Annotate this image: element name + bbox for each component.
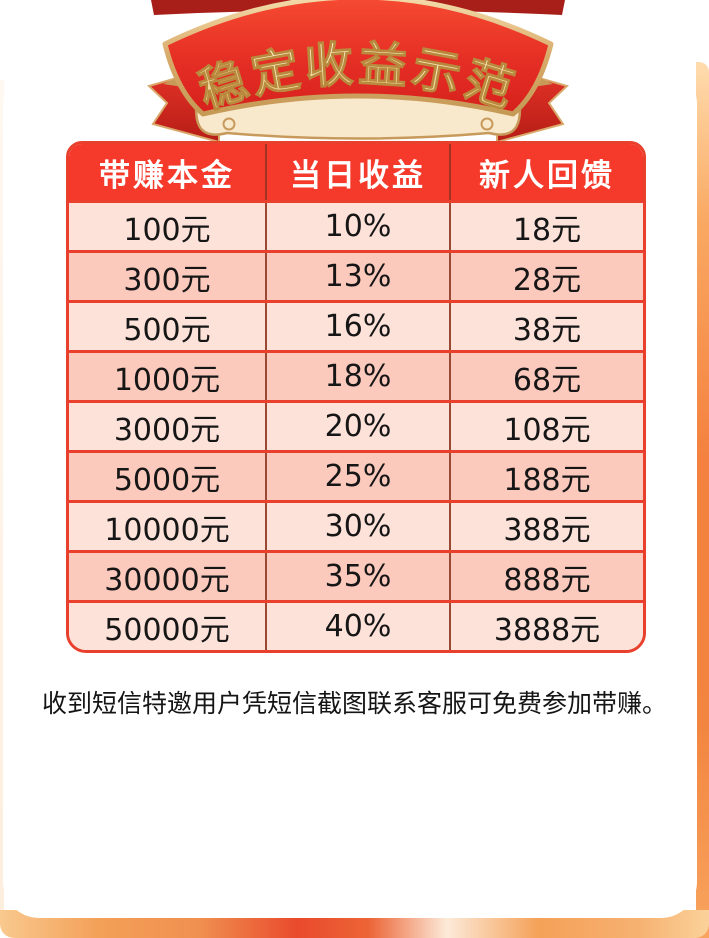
header-principal: 带赚本金 (99, 157, 235, 194)
earnings-table: 带赚本金 当日收益 新人回馈 100元 10% 18元 300元 13% 28元… (66, 141, 646, 653)
cell-daily-return: 30% (265, 503, 449, 550)
cell-newuser-bonus: 68元 (449, 353, 643, 400)
invitation-note: 收到短信特邀用户凭短信截图联系客服可免费参加带赚。 (41, 689, 667, 718)
ribbon-face (162, 0, 554, 117)
cell-principal: 30000元 (104, 562, 230, 598)
header-daily-return: 当日收益 (265, 144, 449, 200)
cell-newuser-bonus: 188元 (449, 453, 643, 500)
cell-newuser-bonus: 108元 (449, 403, 643, 450)
cell-newuser-bonus: 18元 (449, 203, 643, 250)
table-row: 300元 13% 28元 (69, 250, 643, 300)
parchment-left-curl (222, 117, 236, 131)
table-header-row: 带赚本金 当日收益 新人回馈 (69, 144, 643, 200)
parchment-right-curl (480, 117, 494, 131)
table-row: 3000元 20% 108元 (69, 400, 643, 450)
cell-daily-return: 13% (265, 253, 449, 300)
table-row: 500元 16% 38元 (69, 300, 643, 350)
cell-daily-return: 20% (265, 403, 449, 450)
background-left-strip (0, 80, 4, 920)
cell-principal: 50000元 (104, 612, 230, 648)
cell-newuser-bonus: 3888元 (449, 603, 643, 650)
cell-daily-return: 16% (265, 303, 449, 350)
cell-daily-return: 35% (265, 553, 449, 600)
ribbon-banner: 稳定收益示范 (147, 0, 569, 144)
background-right-strip (696, 62, 709, 938)
cell-principal: 10000元 (104, 512, 230, 548)
cell-principal: 5000元 (113, 462, 221, 498)
cell-principal: 100元 (123, 212, 211, 248)
cell-daily-return: 25% (265, 453, 449, 500)
table-row: 30000元 35% 888元 (69, 550, 643, 600)
cell-principal: 500元 (123, 312, 211, 348)
header-newuser-bonus: 新人回馈 (449, 144, 643, 200)
cell-daily-return: 10% (265, 203, 449, 250)
table-row: 1000元 18% 68元 (69, 350, 643, 400)
cell-principal: 300元 (123, 262, 211, 298)
cell-newuser-bonus: 38元 (449, 303, 643, 350)
table-row: 10000元 30% 388元 (69, 500, 643, 550)
table-row: 50000元 40% 3888元 (69, 600, 643, 650)
table-row: 100元 10% 18元 (69, 200, 643, 250)
table-row: 5000元 25% 188元 (69, 450, 643, 500)
cell-newuser-bonus: 888元 (449, 553, 643, 600)
cell-daily-return: 18% (265, 353, 449, 400)
cell-daily-return: 40% (265, 603, 449, 650)
cell-newuser-bonus: 28元 (449, 253, 643, 300)
cell-newuser-bonus: 388元 (449, 503, 643, 550)
cell-principal: 3000元 (113, 412, 221, 448)
cell-principal: 1000元 (113, 362, 221, 398)
